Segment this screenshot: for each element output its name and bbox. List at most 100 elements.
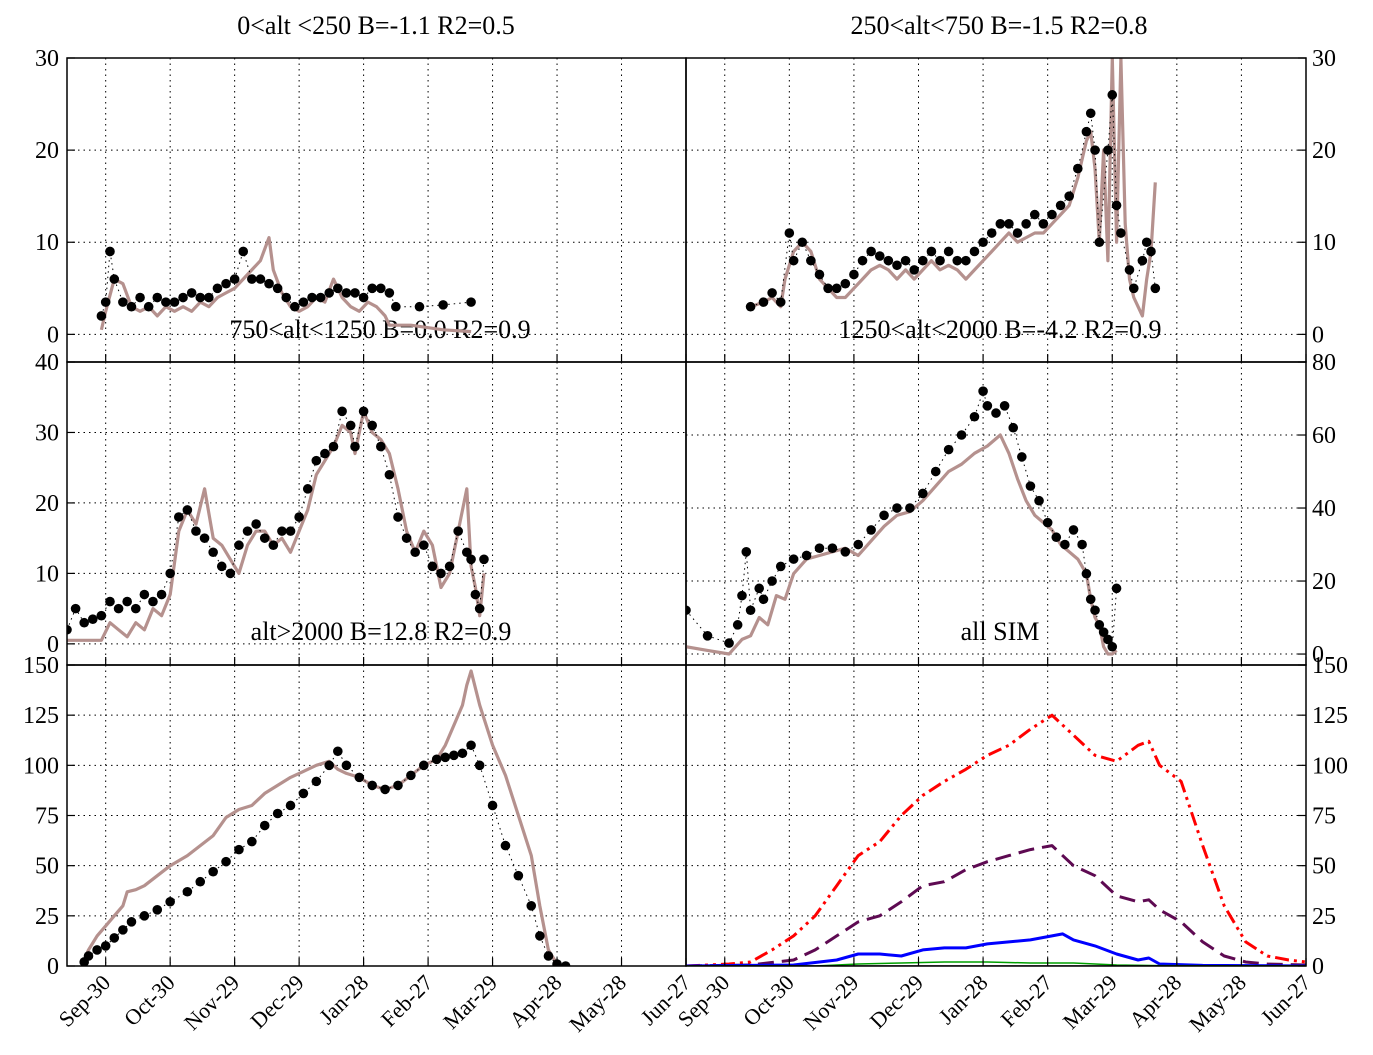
x-tick-label: May-28 [1184,970,1251,1037]
data-point [290,301,300,312]
data-point [436,568,446,579]
panel-4: 0 25 50 75 100 125 150 Sep-30 Oct-30 Nov-29 Dec-29… [23,653,696,1037]
data-point [148,596,158,607]
data-point [1098,627,1109,637]
data-point [1085,108,1096,119]
series-line-observed [750,94,1156,308]
data-point [105,596,115,607]
data-point [238,246,249,257]
data-point [311,776,322,787]
data-point [1111,200,1122,211]
data-point [96,311,107,321]
panel-title-middle-right: 1250<alt<2000 B=-4.2 R2=0.9 [839,315,1162,344]
data-point [67,624,72,635]
data-point [1090,145,1100,155]
data-point [449,750,459,761]
data-point [165,568,175,579]
data-point [745,301,756,312]
panel-title-bottom-right: all SIM [961,617,1040,646]
data-point [474,603,485,614]
data-point [479,554,489,565]
data-point [126,917,137,927]
data-point [333,283,343,294]
data-point [986,228,997,238]
x-tick-label: Mar-29 [438,970,502,1034]
data-point [272,808,283,819]
y-tick-label: 60 [1312,423,1336,449]
data-point [320,448,330,459]
data-point [1064,191,1074,201]
data-point [208,866,218,877]
panel-2: 0 10 20 30 40 [35,350,687,666]
data-point [311,455,322,466]
data-point [225,568,236,579]
data-point [1094,620,1105,630]
data-point [204,292,214,303]
data-point [427,561,438,572]
data-point [285,526,296,536]
data-point [1141,237,1152,248]
series-line-simulated [686,433,1118,656]
x-tick-label: Jan-28 [314,970,373,1029]
panel-title-top-right: 250<alt<750 B=-1.5 R2=0.8 [851,11,1148,40]
data-point [1116,228,1126,238]
data-point [874,251,885,261]
data-point [840,278,851,289]
y-tick-label: 125 [1312,703,1348,729]
data-point [788,255,799,266]
data-point [1051,532,1062,543]
data-point [702,630,713,641]
y-tick-label: 0 [47,954,59,980]
data-point [186,288,197,298]
data-point [905,503,915,513]
grid [686,665,1307,966]
data-point [354,772,365,783]
data-point [298,297,309,307]
data-point [956,430,967,440]
data-point [995,219,1006,229]
data-point [298,788,309,799]
series-group [686,386,1122,656]
data-point [307,292,317,303]
y-tick-label: 50 [1312,854,1336,880]
data-point [969,246,980,257]
data-point [535,931,545,941]
data-point [216,561,227,572]
data-point [178,292,188,303]
y-tick-label: 20 [1312,569,1336,595]
data-point [487,800,498,811]
data-point [801,550,812,561]
data-point [324,760,335,771]
data-point [221,278,231,289]
data-point [418,760,429,771]
data-point [866,525,876,535]
data-point [943,444,954,455]
x-tick-label: Dec-29 [245,970,308,1033]
data-point [358,292,369,303]
data-point [440,752,451,763]
data-point [827,543,838,553]
data-point [165,896,175,907]
data-point [255,274,266,284]
data-point [686,605,691,616]
data-point [350,288,360,298]
x-tick-label: Jun-27 [1256,970,1316,1030]
y-tick-label: 50 [35,854,59,880]
data-point [152,905,163,915]
panel-3: 0 20 40 60 80 [685,350,1336,668]
data-point [367,283,378,294]
data-point [169,297,180,307]
x-tick-label: Apr-28 [1124,970,1186,1032]
data-point [784,228,795,238]
x-tick-label: Oct-30 [738,970,799,1031]
data-point [79,617,89,628]
data-point [393,512,403,522]
y-tick-label: 25 [1312,904,1336,930]
data-point [775,297,786,307]
data-point [1073,163,1083,174]
data-point [892,260,902,271]
data-point [466,740,476,751]
data-point [879,510,889,521]
data-point [234,844,244,855]
x-tick-label: Sep-30 [53,970,115,1032]
